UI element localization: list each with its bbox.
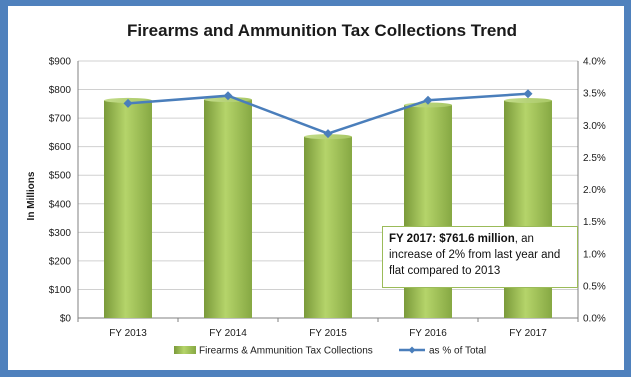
chart-canvas: Firearms and Ammunition Tax Collections … [26,21,606,357]
left-axis-ticks: $0 $100 $200 $300 $400 $500 $600 $700 $800 $900 [49,57,72,325]
left-tick-label: $800 [49,85,72,96]
chart-title: Firearms and Ammunition Tax Collections … [127,21,517,40]
annotation-text: , an increase of 2% from last year and f… [389,233,561,277]
left-tick-label: $0 [60,314,72,325]
bar-top [504,98,552,104]
x-tick-label: FY 2017 [509,328,547,339]
right-tick-label: 4.0% [583,57,606,68]
line-point [223,91,233,101]
right-tick-label: 2.0% [583,185,606,196]
x-tick-label: FY 2014 [209,328,247,339]
x-tick-label: FY 2016 [409,328,447,339]
line-series [123,89,533,139]
x-tick-label: FY 2015 [309,328,347,339]
bar [304,136,352,318]
right-tick-label: 3.5% [583,89,606,100]
right-tick-label: 0.5% [583,281,606,292]
bar-series [104,97,552,318]
bar [104,100,152,318]
legend-label-line: as % of Total [429,346,486,357]
right-tick-label: 1.0% [583,249,606,260]
line-point [323,129,333,139]
series-line [127,92,529,135]
left-tick-label: $500 [49,171,72,182]
annotation-callout: FY 2017: $761.6 million, an increase of … [382,226,578,288]
left-tick-label: $200 [49,256,72,267]
line-point [423,95,433,105]
right-tick-label: 2.5% [583,153,606,164]
right-axis-ticks: 0.0% 0.5% 1.0% 1.5% 2.0% 2.5% 3.0% 3.5% 4.0% [583,57,606,325]
y-axis-title: In Millions [26,171,37,220]
bar [204,99,252,318]
right-tick-label: 1.5% [583,217,606,228]
left-tick-label: $600 [49,142,72,153]
left-tick-label: $400 [49,199,72,210]
line-point [123,98,133,108]
x-axis-ticks: FY 2013 FY 2014 FY 2015 FY 2016 FY 2017 [109,328,547,339]
legend-label-bars: Firearms & Ammunition Tax Collections [199,346,373,357]
legend-swatch-bars [174,346,196,354]
left-tick-label: $100 [49,285,72,296]
legend-marker-line [408,346,416,354]
right-tick-label: 0.0% [583,314,606,325]
left-tick-label: $900 [49,57,72,68]
chart-frame: Firearms and Ammunition Tax Collections … [8,6,624,370]
left-tick-label: $300 [49,228,72,239]
left-tick-label: $700 [49,114,72,125]
legend: Firearms & Ammunition Tax Collections as … [174,346,486,357]
x-tick-label: FY 2013 [109,328,147,339]
line-point [523,89,533,99]
annotation-bold: FY 2017: $761.6 million [389,233,515,245]
right-tick-label: 3.0% [583,121,606,132]
